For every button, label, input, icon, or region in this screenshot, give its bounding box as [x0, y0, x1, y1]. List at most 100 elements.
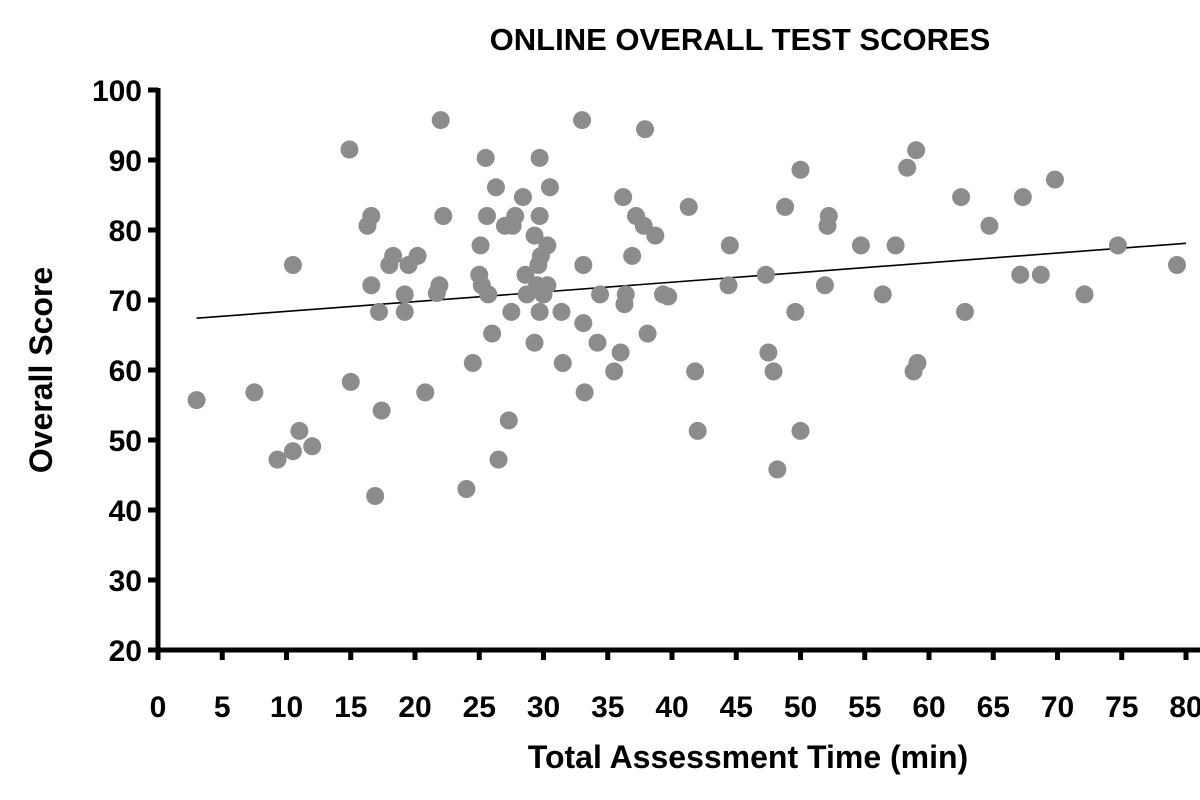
- y-axis-label: Overall Score: [23, 267, 59, 473]
- data-point: [408, 246, 427, 265]
- data-point: [1031, 265, 1050, 284]
- data-point: [791, 421, 810, 440]
- data-point: [636, 120, 655, 139]
- data-point: [952, 188, 971, 207]
- data-point: [457, 480, 476, 498]
- data-point: [486, 178, 505, 197]
- x-tick-label: 35: [591, 691, 624, 724]
- data-point: [719, 276, 738, 295]
- x-tick-label: 50: [784, 691, 817, 724]
- data-point: [430, 276, 449, 295]
- data-point: [366, 487, 385, 505]
- axes: [155, 88, 1200, 653]
- data-point: [614, 188, 633, 207]
- data-point: [791, 160, 810, 179]
- data-point: [530, 148, 549, 167]
- data-point: [575, 383, 594, 402]
- data-point: [340, 140, 359, 159]
- data-point: [530, 207, 549, 225]
- data-point: [506, 207, 525, 225]
- data-point: [573, 111, 592, 130]
- data-point: [290, 421, 309, 440]
- data-point: [395, 285, 414, 304]
- x-tick-label: 5: [214, 691, 231, 724]
- y-tick-label: 40: [109, 495, 142, 528]
- data-point: [980, 216, 999, 235]
- x-tick-label: 20: [398, 691, 431, 724]
- chart-title: ONLINE OVERALL TEST SCORES: [490, 22, 991, 57]
- trendline: [196, 242, 1187, 319]
- y-tick-label: 60: [109, 355, 142, 388]
- data-point: [574, 256, 593, 274]
- data-point: [1075, 285, 1094, 304]
- data-point: [268, 450, 287, 469]
- x-tick-label: 0: [150, 691, 167, 724]
- y-tick-label: 100: [92, 75, 142, 108]
- data-point: [588, 333, 607, 352]
- x-tick-label: 60: [912, 691, 945, 724]
- data-point: [434, 207, 453, 225]
- data-point: [395, 302, 414, 321]
- data-point: [483, 324, 502, 343]
- data-point: [341, 372, 360, 391]
- data-point: [1011, 265, 1030, 284]
- data-point: [886, 236, 905, 255]
- data-point: [552, 302, 571, 321]
- data-point: [489, 450, 508, 469]
- x-axis-label: Total Assessment Time (min): [528, 739, 968, 775]
- x-tick-label: 45: [720, 691, 753, 724]
- axis-ticks: 20 30 40 50 60 70 80 90 100 0 5 10 15 20 25 30 35 40 45 50 5…: [92, 75, 1200, 724]
- data-point: [463, 354, 482, 372]
- x-tick-label: 80: [1169, 691, 1200, 724]
- data-point: [768, 460, 787, 479]
- x-tick-label: 55: [848, 691, 881, 724]
- data-point: [502, 302, 521, 321]
- data-point: [476, 148, 495, 167]
- data-point: [623, 246, 642, 265]
- data-point: [303, 437, 322, 456]
- y-tick-label: 20: [109, 635, 142, 668]
- x-tick-label: 65: [977, 691, 1010, 724]
- x-tick-label: 75: [1105, 691, 1138, 724]
- data-point: [479, 285, 498, 304]
- data-point: [513, 188, 532, 207]
- data-point: [907, 141, 926, 160]
- data-point: [362, 276, 381, 295]
- data-point: [908, 354, 927, 372]
- data-points: [187, 111, 1187, 505]
- data-point: [370, 302, 389, 321]
- x-tick-label: 30: [527, 691, 560, 724]
- data-point: [471, 236, 490, 255]
- data-point: [591, 285, 610, 304]
- data-point: [540, 178, 559, 197]
- data-point: [1045, 170, 1064, 189]
- data-point: [574, 314, 593, 333]
- data-point: [605, 362, 624, 381]
- data-point: [815, 276, 834, 295]
- data-point: [616, 285, 635, 304]
- data-point: [553, 354, 572, 372]
- data-point: [638, 324, 657, 343]
- y-tick-label: 90: [109, 145, 142, 178]
- data-point: [525, 226, 544, 245]
- data-point: [187, 391, 206, 410]
- data-point: [679, 197, 698, 216]
- data-point: [416, 383, 435, 402]
- data-point: [477, 207, 496, 225]
- data-point: [686, 362, 705, 381]
- data-point: [283, 256, 302, 274]
- data-point: [384, 246, 403, 265]
- data-point: [538, 276, 557, 295]
- data-point: [245, 383, 264, 402]
- data-point: [898, 158, 917, 177]
- data-point: [516, 265, 535, 284]
- data-point: [283, 442, 302, 461]
- data-point: [611, 343, 630, 362]
- data-point: [530, 302, 549, 321]
- data-point: [538, 236, 557, 255]
- x-tick-label: 10: [270, 691, 303, 724]
- data-point: [372, 401, 391, 420]
- data-point: [873, 285, 892, 304]
- y-tick-label: 80: [109, 215, 142, 248]
